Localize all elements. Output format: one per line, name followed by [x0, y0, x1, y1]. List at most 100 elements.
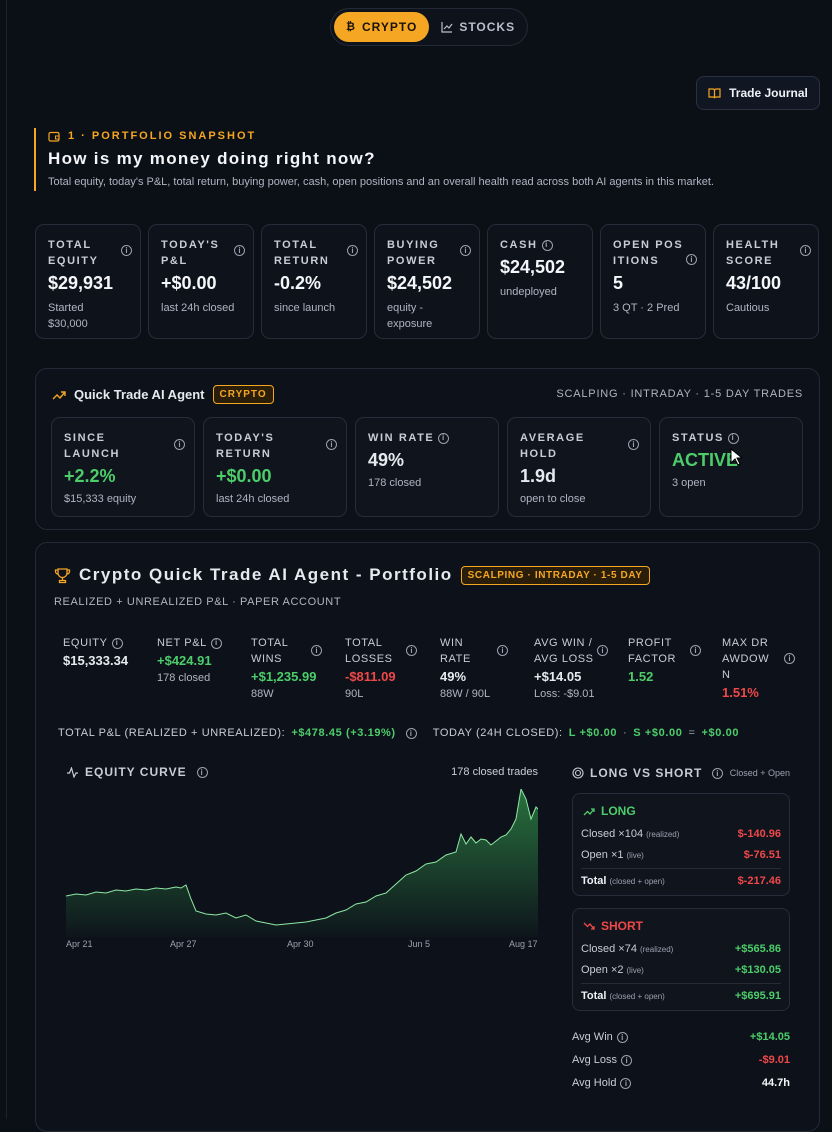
card-status: STATUS i ACTIVE 3 open: [659, 417, 803, 517]
portfolio-snapshot-section: 1 · PORTFOLIO SNAPSHOT How is my money d…: [34, 128, 794, 191]
info-icon[interactable]: i: [621, 1054, 633, 1066]
stat-avg-loss: Avg Loss i -$9.01: [572, 1054, 790, 1066]
long-open-row: Open ×1 (live) $-76.51: [581, 849, 781, 861]
metric-max-drawdown: MAX DRAWDOWN 1.51% i: [722, 635, 795, 700]
equity-curve-plot: [66, 789, 538, 937]
agent-portfolio-panel: Crypto Quick Trade AI Agent - Portfolio …: [35, 542, 820, 1132]
info-icon[interactable]: i: [326, 439, 337, 450]
stat-avg-win: Avg Win i +$14.05: [572, 1031, 790, 1043]
info-icon[interactable]: i: [210, 637, 222, 649]
metric-equity: EQUITY i $15,333.34: [63, 637, 129, 668]
agent-mode: SCALPING · INTRADAY · 1-5 DAY TRADES: [556, 388, 803, 400]
card-cash: CASH i $24,502 undeployed: [487, 224, 593, 339]
left-divider: [6, 0, 7, 1119]
info-icon[interactable]: i: [174, 439, 185, 450]
x-tick: Jun 5: [408, 939, 431, 949]
section-title: How is my money doing right now?: [48, 149, 376, 168]
long-closed-row: Closed ×104 (realized) $-140.96: [581, 828, 781, 840]
closed-trades-count: 178 closed trades: [451, 766, 538, 778]
quick-trade-agent-panel: Quick Trade AI Agent CRYPTO SCALPING · I…: [35, 368, 820, 530]
short-total-row: Total (closed + open) +$695.91: [581, 990, 781, 1002]
trending-down-icon: [583, 922, 595, 930]
info-icon[interactable]: i: [121, 245, 132, 256]
status-badge: ACTIVE: [672, 450, 739, 470]
info-icon[interactable]: i: [347, 245, 358, 256]
book-icon: [708, 87, 721, 98]
card-buying-power: BUYING POWER $24,502 equity - exposure i: [374, 224, 480, 339]
portfolio-title: Crypto Quick Trade AI Agent - Portfolio: [79, 565, 453, 584]
info-icon[interactable]: i: [712, 767, 724, 779]
long-total-row: Total (closed + open) $-217.46: [581, 875, 781, 887]
short-box: SHORT Closed ×74 (realized) +$565.86 Open …: [572, 908, 790, 1011]
x-tick: Aug 17: [509, 939, 538, 949]
scope-label: Closed + Open: [729, 768, 790, 778]
card-average-hold: AVERAGE HOLD 1.9d open to close i: [507, 417, 651, 517]
card-todays-return: TODAY'S RETURN +$0.00 last 24h closed i: [203, 417, 347, 517]
info-icon[interactable]: i: [616, 1031, 628, 1043]
long-box: LONG Closed ×104 (realized) $-140.96 Open …: [572, 793, 790, 896]
tab-stocks[interactable]: STOCKS: [429, 12, 527, 42]
wallet-icon: [48, 131, 60, 142]
metric-net-pnl: NET P&L i +$424.91 178 closed: [157, 635, 222, 684]
card-total-equity: TOTAL EQUITY $29,931 Started $30,000 i: [35, 224, 141, 339]
info-icon[interactable]: i: [311, 645, 322, 656]
target-icon: [572, 767, 584, 779]
tab-crypto[interactable]: ₿ CRYPTO: [334, 12, 430, 42]
x-tick: Apr 30: [287, 939, 314, 949]
stat-avg-hold: Avg Hold i 44.7h: [572, 1077, 790, 1089]
info-icon[interactable]: i: [460, 245, 471, 256]
card-total-return: TOTAL RETURN -0.2% since launch i: [261, 224, 367, 339]
totals-row: TOTAL P&L (REALIZED + UNREALIZED): +$478…: [58, 727, 740, 739]
metric-win-rate: WIN RATE 49% 88W / 90L i: [440, 635, 508, 700]
info-icon[interactable]: i: [438, 432, 450, 444]
metric-avg-win-loss: AVG WIN / AVG LOSS +$14.05 Loss: -$9.01 …: [534, 635, 608, 700]
activity-icon: [67, 766, 78, 778]
metric-profit-factor: PROFIT FACTOR 1.52 i: [628, 635, 701, 684]
trophy-icon: [54, 567, 71, 583]
section-kicker: 1 · PORTFOLIO SNAPSHOT: [68, 130, 257, 142]
bitcoin-icon: ₿: [346, 21, 356, 33]
short-open-row: Open ×2 (live) +$130.05: [581, 964, 781, 976]
snapshot-cards: TOTAL EQUITY $29,931 Started $30,000 i T…: [35, 224, 821, 340]
info-icon[interactable]: i: [111, 637, 123, 649]
section-description: Total equity, today's P&L, total return,…: [48, 176, 714, 188]
equity-area: [66, 789, 538, 937]
trade-journal-button[interactable]: Trade Journal: [696, 76, 820, 110]
card-todays-pnl: TODAY'S P&L +$0.00 last 24h closed i: [148, 224, 254, 339]
metric-total-wins: TOTAL WINS +$1,235.99 88W i: [251, 635, 322, 700]
card-open-positions: OPEN POSITIONS 5 3 QT · 2 Pred i: [600, 224, 706, 339]
total-pnl-value: +$478.45 (+3.19%): [291, 727, 396, 739]
info-icon[interactable]: i: [405, 727, 417, 739]
portfolio-subtitle: REALIZED + UNREALIZED P&L · PAPER ACCOUN…: [54, 596, 342, 608]
trending-up-icon: [583, 807, 595, 815]
info-icon[interactable]: i: [727, 432, 739, 444]
card-since-launch: SINCE LAUNCH +2.2% $15,333 equity i: [51, 417, 195, 517]
info-icon[interactable]: i: [196, 766, 208, 778]
info-icon[interactable]: i: [597, 645, 608, 656]
equity-curve-chart: EQUITY CURVE i 178 closed trades Apr 21 …: [66, 765, 538, 949]
mouse-cursor-icon: [730, 448, 742, 466]
x-tick: Apr 21: [66, 939, 93, 949]
metric-total-losses: TOTAL LOSSES -$811.09 90L i: [345, 635, 417, 700]
info-icon[interactable]: i: [541, 239, 553, 251]
long-vs-short-panel: LONG VS SHORT i Closed + Open LONG Close…: [572, 766, 790, 1089]
equity-line: [66, 789, 538, 926]
info-icon[interactable]: i: [784, 653, 795, 664]
market-toggle: ₿ CRYPTO STOCKS: [330, 8, 528, 46]
info-icon[interactable]: i: [620, 1077, 632, 1089]
info-icon[interactable]: i: [234, 245, 245, 256]
short-closed-row: Closed ×74 (realized) +$565.86: [581, 943, 781, 955]
agent-name: Quick Trade AI Agent: [74, 387, 205, 402]
trending-up-icon: [52, 390, 66, 399]
info-icon[interactable]: i: [686, 254, 697, 265]
info-icon[interactable]: i: [497, 645, 508, 656]
info-icon[interactable]: i: [800, 245, 811, 256]
market-badge: CRYPTO: [212, 385, 274, 404]
x-tick: Apr 27: [170, 939, 197, 949]
info-icon[interactable]: i: [406, 645, 417, 656]
info-icon[interactable]: i: [628, 439, 639, 450]
strategy-badge: SCALPING · INTRADAY · 1-5 DAY: [460, 565, 650, 585]
chart-icon: [441, 22, 453, 33]
info-icon[interactable]: i: [690, 645, 701, 656]
card-win-rate: WIN RATE i 49% 178 closed: [355, 417, 499, 517]
